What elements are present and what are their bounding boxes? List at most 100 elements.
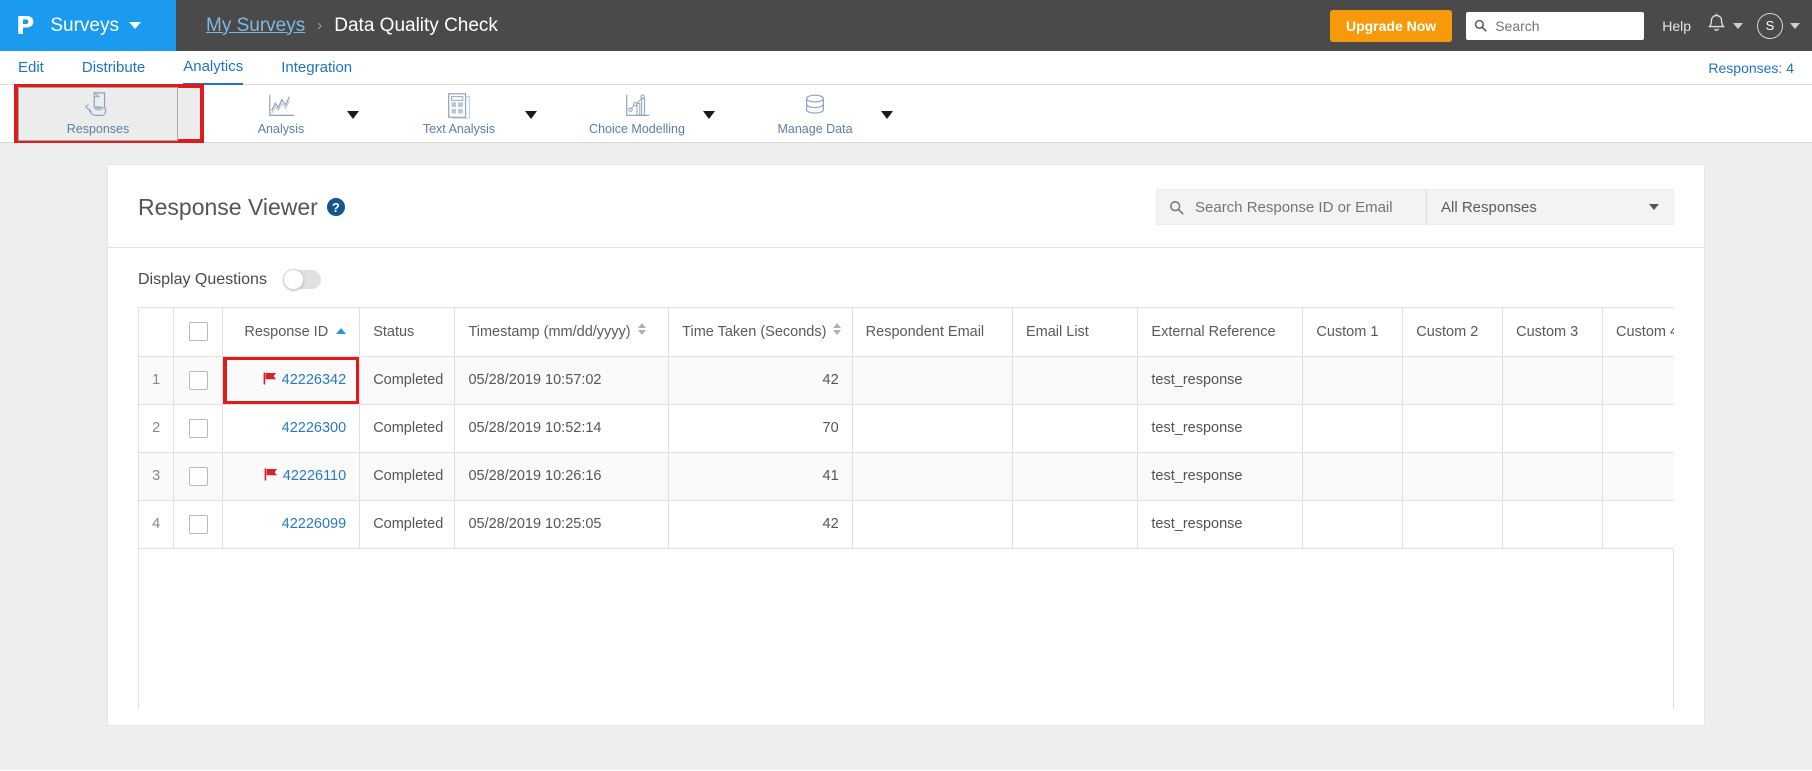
table-row[interactable]: 2 42226300 Completed 05/28/2019 10:52:14 70 t… [139, 404, 1674, 453]
col-time-taken[interactable]: Time Taken (Seconds) [668, 308, 853, 357]
col-custom-3[interactable]: Custom 3 [1502, 308, 1604, 357]
response-id-link[interactable]: 42226300 [281, 420, 347, 436]
help-link[interactable]: Help [1662, 17, 1691, 34]
bell-icon [1707, 13, 1726, 39]
chevron-down-icon[interactable] [525, 110, 537, 119]
col-email-list-label: Email List [1025, 323, 1089, 340]
col-custom-2[interactable]: Custom 2 [1402, 308, 1504, 357]
col-response-id-label: Response ID [244, 323, 329, 340]
page-body: Response Viewer? All Responses Display Q… [0, 143, 1812, 770]
custom-2-cell [1402, 356, 1504, 405]
chevron-down-icon[interactable] [881, 110, 893, 119]
tab-integration[interactable]: Integration [281, 59, 353, 76]
product-logo-icon: P [16, 11, 35, 40]
response-id-cell[interactable]: 42226099 [222, 500, 361, 549]
response-filter-value: All Responses [1441, 198, 1537, 216]
external-reference-cell: test_response [1137, 452, 1304, 501]
col-time-taken-label: Time Taken (Seconds) [682, 324, 827, 341]
col-external-reference[interactable]: External Reference [1137, 308, 1304, 357]
upgrade-now-button[interactable]: Upgrade Now [1329, 9, 1453, 42]
global-search[interactable] [1466, 11, 1645, 40]
ribbon-label-responses: Responses [66, 122, 130, 136]
global-search-input[interactable] [1493, 16, 1637, 35]
ribbon-item-manage-data[interactable]: Manage Data [735, 85, 913, 142]
tab-analytics[interactable]: Analytics [183, 50, 244, 85]
response-filter-dropdown[interactable]: All Responses [1426, 189, 1674, 225]
avatar[interactable]: S [1757, 12, 1783, 39]
breadcrumb: My Surveys › Data Quality Check [206, 15, 498, 37]
col-external-reference-label: External Reference [1151, 323, 1276, 340]
table-empty-area [138, 548, 1674, 709]
row-select-cell[interactable] [173, 404, 224, 453]
response-id-link[interactable]: 42226342 [281, 371, 347, 388]
question-mark-icon[interactable]: ? [326, 198, 345, 216]
display-questions-toggle[interactable] [282, 269, 321, 290]
select-all-checkbox[interactable] [188, 322, 208, 342]
display-questions-label: Display Questions [138, 270, 267, 288]
chevron-down-icon[interactable] [128, 22, 141, 29]
flag-icon [263, 372, 277, 389]
col-status-label: Status [373, 323, 415, 340]
response-id-cell[interactable]: 42226300 [222, 404, 361, 453]
ribbon-item-analysis[interactable]: Analysis [201, 85, 379, 142]
status-cell: Completed [359, 500, 456, 549]
row-checkbox[interactable] [188, 418, 208, 438]
response-id-cell[interactable]: 42226110 [222, 452, 361, 501]
row-select-cell[interactable] [173, 500, 224, 549]
ribbon-label-manage-data: Manage Data [777, 122, 853, 136]
response-id-link[interactable]: 42226099 [281, 516, 347, 532]
custom-3-cell [1502, 404, 1604, 453]
ribbon-item-choice-modelling[interactable]: Choice Modelling [557, 85, 735, 142]
sort-toggle-icon[interactable] [637, 323, 646, 336]
col-email-list[interactable]: Email List [1012, 308, 1139, 357]
top-bar-right: Upgrade Now Help S [1329, 0, 1800, 51]
custom-3-cell [1502, 500, 1604, 549]
col-custom-1[interactable]: Custom 1 [1302, 308, 1404, 357]
row-checkbox[interactable] [188, 370, 208, 390]
col-status[interactable]: Status [359, 308, 456, 357]
row-select-cell[interactable] [173, 356, 224, 405]
tab-edit[interactable]: Edit [18, 59, 44, 76]
chevron-down-icon[interactable] [1790, 22, 1800, 29]
breadcrumb-current: Data Quality Check [334, 14, 498, 36]
col-respondent-email-label: Respondent Email [865, 323, 985, 340]
breadcrumb-parent-link[interactable]: My Surveys [206, 14, 306, 36]
page-title-text: Response Viewer [138, 193, 318, 220]
brand-block[interactable]: P Surveys [0, 0, 176, 51]
col-select-all[interactable] [173, 308, 224, 357]
col-timestamp-label: Timestamp (mm/dd/yyyy) [468, 324, 631, 341]
row-select-cell[interactable] [173, 452, 224, 501]
response-id-cell[interactable]: 42226342 [222, 356, 361, 405]
response-search-input[interactable] [1193, 197, 1413, 217]
sort-ascending-icon[interactable] [336, 327, 347, 334]
row-checkbox[interactable] [188, 514, 208, 534]
responses-count-label: Responses: 4 [1708, 59, 1794, 76]
tab-distribute[interactable]: Distribute [81, 59, 146, 76]
table-row[interactable]: 4 42226099 Completed 05/28/2019 10:25:05 42 t… [139, 500, 1674, 549]
chevron-down-icon[interactable] [703, 110, 715, 119]
col-timestamp[interactable]: Timestamp (mm/dd/yyyy) [454, 308, 670, 357]
user-menu[interactable]: S [1751, 12, 1800, 39]
table-row[interactable]: 3 42226110 Completed 05/28/2019 10:26:16 41 t… [139, 452, 1674, 501]
col-response-id[interactable]: Response ID [222, 308, 361, 357]
response-search[interactable] [1156, 189, 1426, 225]
row-checkbox[interactable] [188, 466, 208, 486]
notifications-menu[interactable] [1707, 13, 1743, 39]
chevron-down-icon[interactable] [347, 110, 359, 119]
table-row[interactable]: 1 42226342 Completed 05/28/2019 10:57:02 42 t… [139, 356, 1674, 405]
search-icon [1474, 19, 1487, 32]
col-custom-4[interactable]: Custom 4 [1602, 308, 1674, 357]
response-id-link[interactable]: 42226110 [282, 467, 347, 484]
custom-3-cell [1502, 356, 1604, 405]
chevron-down-icon[interactable] [1649, 204, 1659, 210]
col-respondent-email[interactable]: Respondent Email [852, 308, 1013, 357]
respondent-email-cell [852, 356, 1013, 405]
ribbon-label-text-analysis: Text Analysis [422, 122, 496, 136]
responses-table: Response ID Status Timestamp (mm/dd/yyyy… [139, 308, 1674, 549]
time-taken-cell: 70 [668, 404, 853, 453]
custom-1-cell [1302, 500, 1404, 549]
ribbon-item-responses[interactable]: Responses [14, 84, 204, 143]
ribbon-item-text-analysis[interactable]: Text Analysis [379, 85, 557, 142]
chevron-down-icon[interactable] [1733, 22, 1743, 29]
sort-toggle-icon[interactable] [833, 323, 842, 336]
